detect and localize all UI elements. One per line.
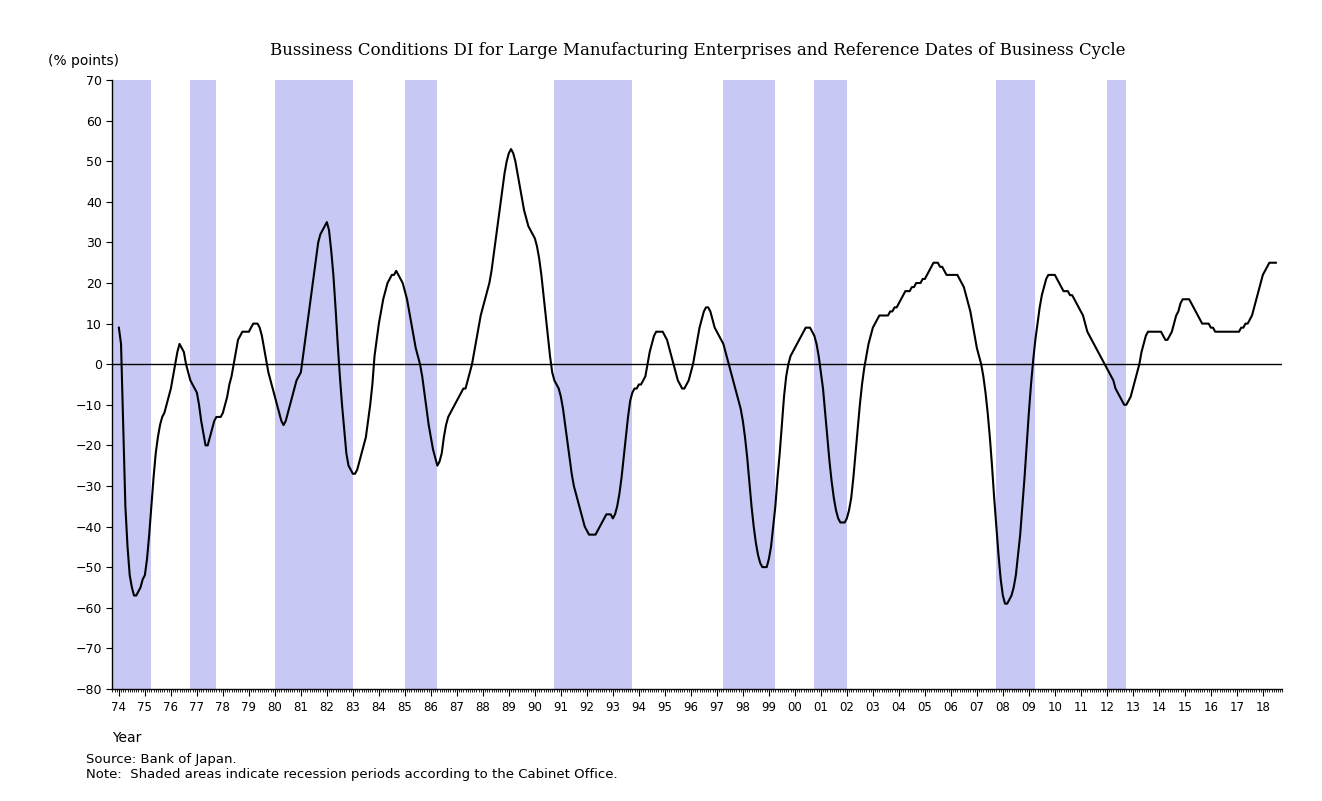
Bar — [723, 80, 776, 689]
Text: (% points): (% points) — [48, 54, 119, 68]
Text: Source: Bank of Japan.
Note:  Shaded areas indicate recession periods according : Source: Bank of Japan. Note: Shaded area… — [86, 753, 617, 781]
Bar — [275, 80, 353, 689]
Bar — [405, 80, 438, 689]
Bar — [554, 80, 632, 689]
Bar — [190, 80, 217, 689]
Title: Bussiness Conditions DI for Large Manufacturing Enterprises and Reference Dates : Bussiness Conditions DI for Large Manufa… — [270, 42, 1125, 59]
Text: Year: Year — [112, 731, 141, 746]
Bar — [997, 80, 1035, 689]
Bar — [1107, 80, 1126, 689]
Bar — [112, 80, 152, 689]
Bar — [814, 80, 847, 689]
